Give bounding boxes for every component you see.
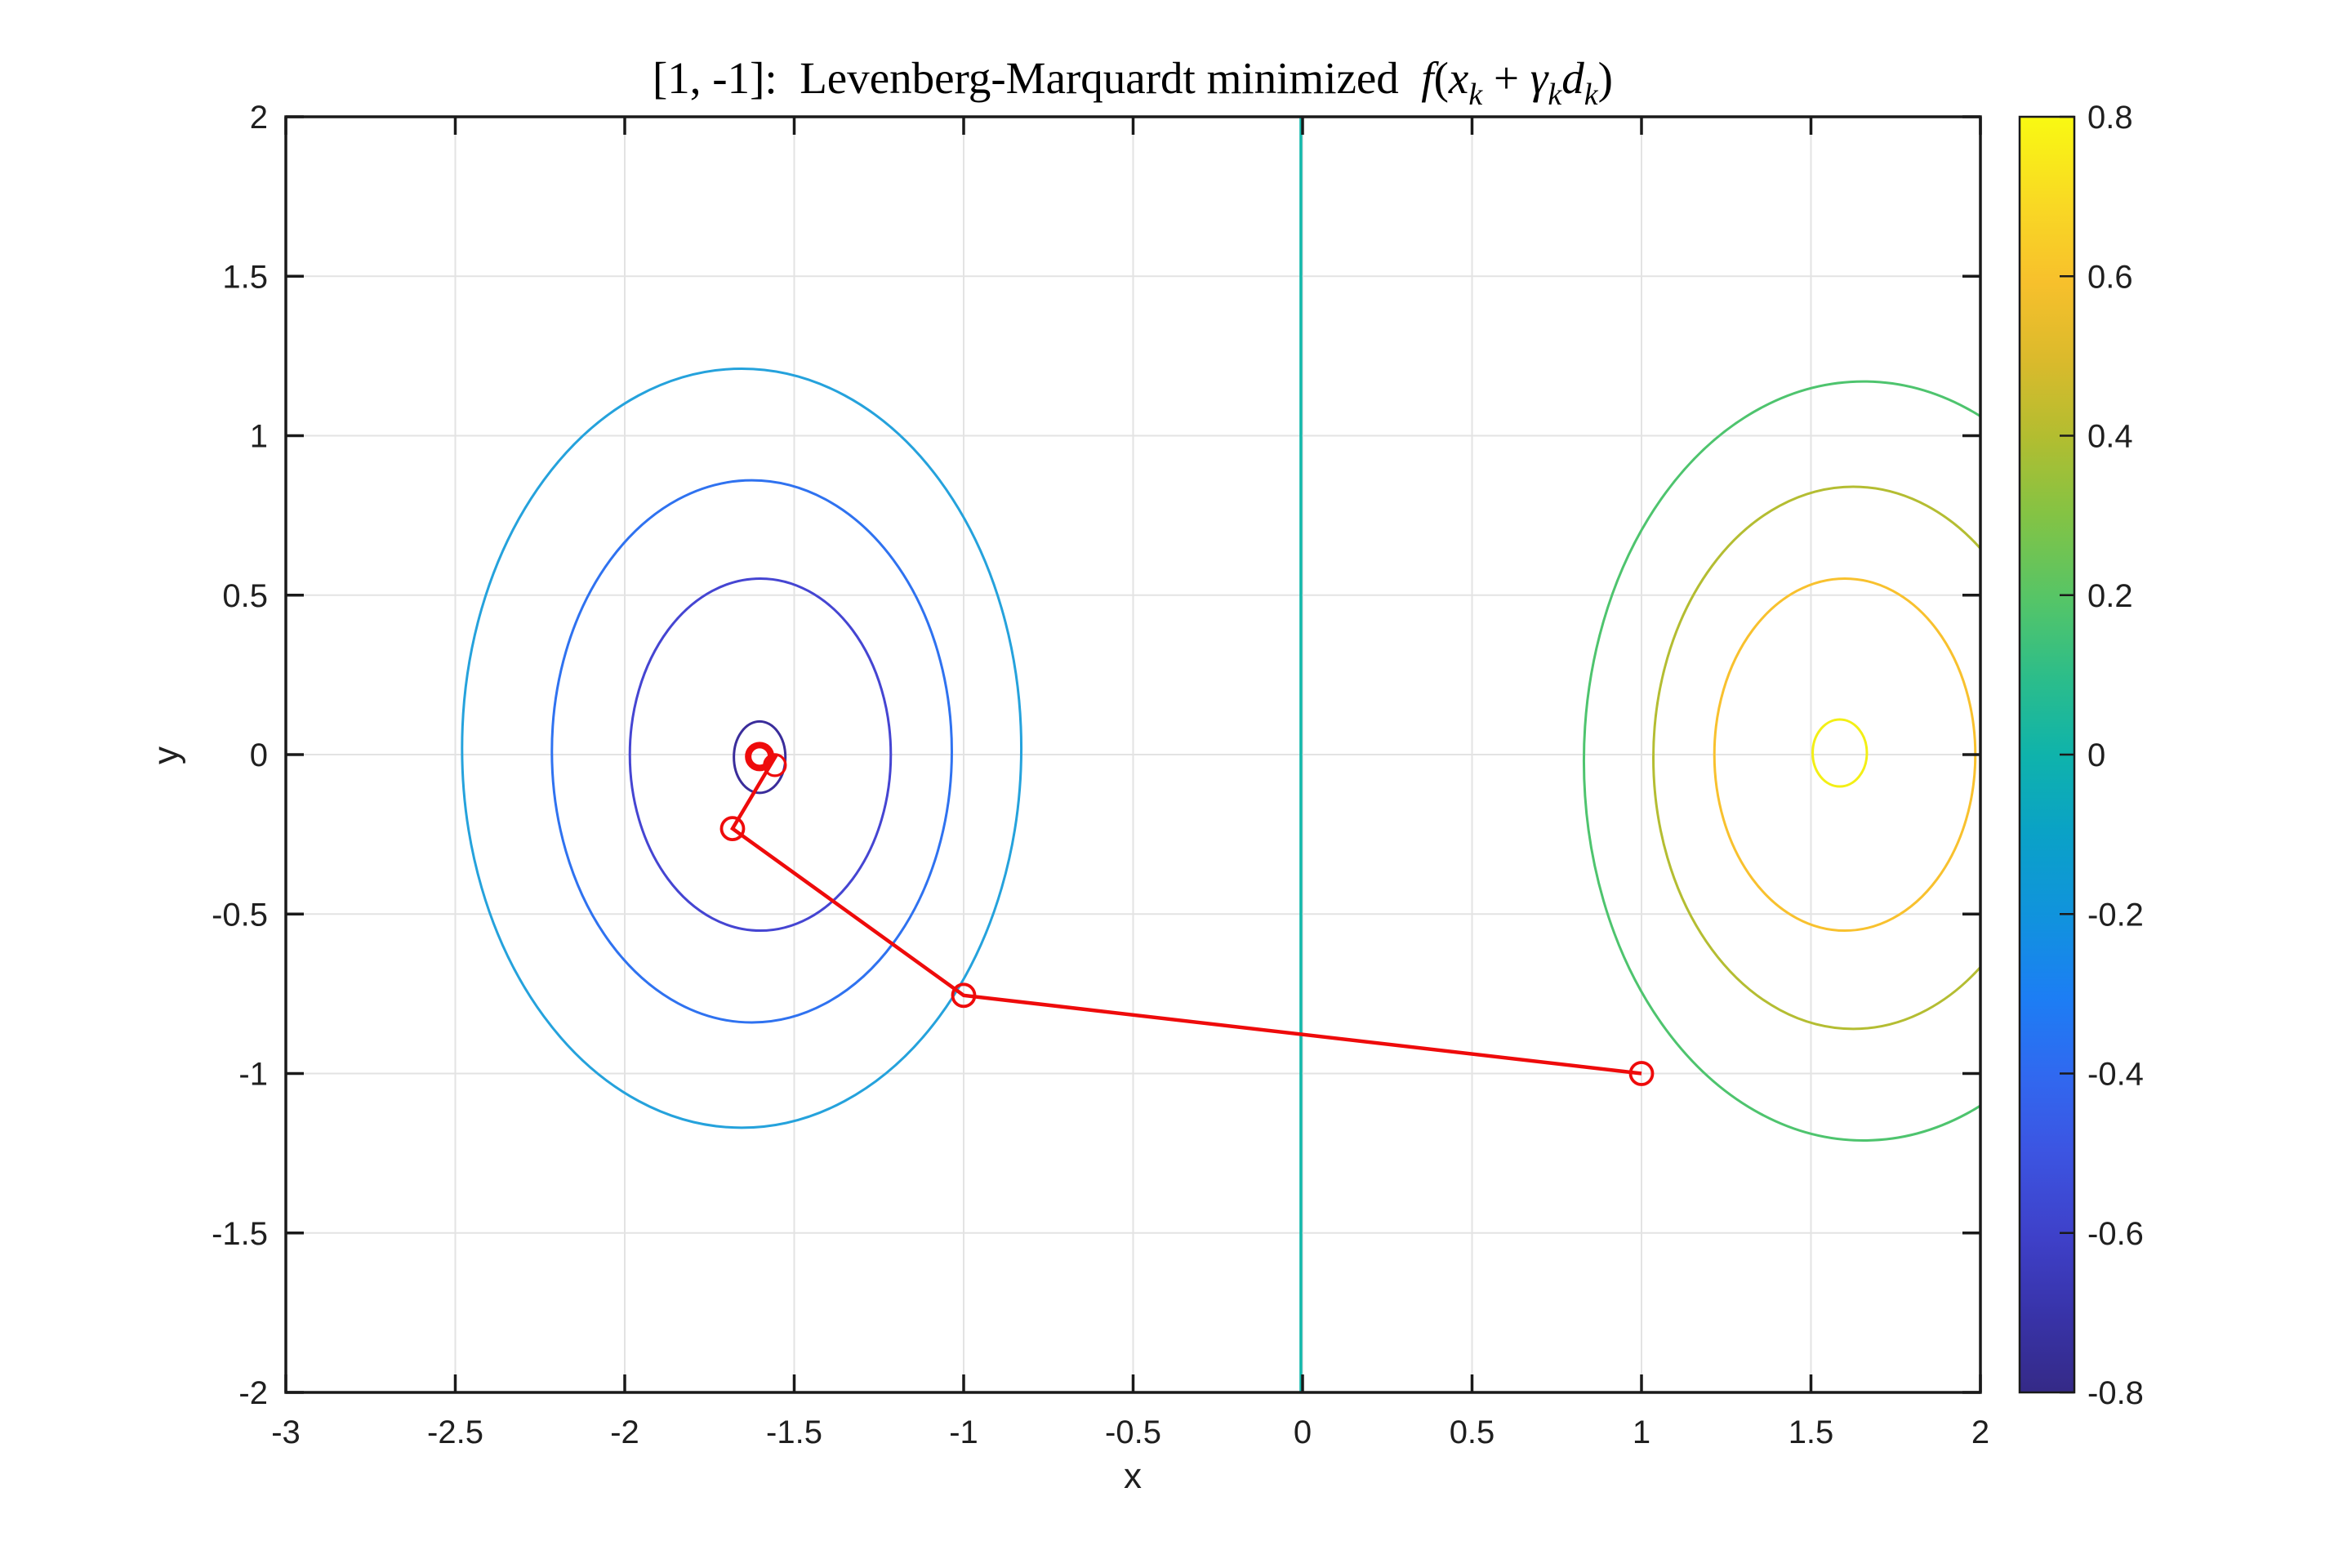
x-tick-label: -0.5 <box>1105 1414 1161 1450</box>
y-tick-label: -1.5 <box>212 1216 268 1252</box>
colorbar-tick-label: -0.8 <box>2087 1375 2144 1411</box>
contours <box>461 117 1980 1392</box>
contour-level-0.4 <box>1652 485 1980 1031</box>
contour-level--0.2 <box>461 367 1023 1129</box>
contour-level--0.6 <box>628 577 893 933</box>
title-segment: ( <box>1434 53 1449 103</box>
iterate-marker <box>1628 1061 1655 1086</box>
contour-level--0.8 <box>733 719 787 795</box>
title-segment: ) <box>1598 53 1613 103</box>
colorbar-tick-label: 0.6 <box>2087 259 2133 295</box>
colorbar-tick-label: -0.4 <box>2087 1057 2144 1093</box>
x-tick-label: -1 <box>949 1414 978 1450</box>
iterate-marker <box>763 753 787 777</box>
colorbar-tick-label: -0.2 <box>2087 897 2144 933</box>
y-axis-label: y <box>146 746 186 764</box>
y-tick-label: -1 <box>238 1057 268 1093</box>
x-tick-label: 1 <box>1633 1414 1650 1450</box>
colorbar-tick-label: 0.2 <box>2087 578 2133 614</box>
title-segment: [1, -1]: Levenberg-Marquardt minimized <box>653 53 1421 103</box>
colorbar: 0.8 0.6 0.4 0.2 0 -0.2 -0.4 -0.6 -0.8 <box>2018 100 2144 1411</box>
y-tick-label: 1.5 <box>222 259 268 295</box>
y-tick-label: -0.5 <box>212 897 268 933</box>
title-segment: + <box>1482 53 1530 103</box>
grid <box>286 117 1980 1392</box>
contour-level-0.8 <box>1811 718 1869 788</box>
tick-labels: -3 -2.5 -2 -1.5 -1 -0.5 0 0.5 1 1.5 2 2 1.5 1 0.5 0 -0.5… <box>212 100 1989 1450</box>
x-tick-label: -2 <box>610 1414 639 1450</box>
contour-level-0.2 <box>1583 380 1980 1142</box>
colorbar-tick-label: 0.8 <box>2087 100 2133 136</box>
x-tick-label: 1.5 <box>1788 1414 1834 1450</box>
title-segment: d <box>1561 53 1584 103</box>
colorbar-tick-label: 0 <box>2087 737 2105 773</box>
title-segment: x <box>1448 53 1469 103</box>
contour-level--0.4 <box>550 479 953 1024</box>
title-segment: γ <box>1530 53 1549 103</box>
title-subscript: k <box>1548 78 1562 112</box>
x-tick-label: -1.5 <box>766 1414 822 1450</box>
colorbar-tick-label: -0.6 <box>2087 1216 2144 1252</box>
x-tick-label: 0 <box>1294 1414 1312 1450</box>
optimization-path-group <box>719 742 1655 1086</box>
axes-frame <box>284 115 1982 1394</box>
title-subscript: k <box>1468 78 1483 112</box>
colorbar-tick-label: 0.4 <box>2087 419 2133 455</box>
y-tick-label: 0 <box>250 737 268 773</box>
optimization-path <box>729 754 1642 1076</box>
plot-title: [1, -1]: Levenberg-Marquardt minimized f… <box>653 53 1613 112</box>
y-tick-label: 0.5 <box>222 578 268 614</box>
title-subscript: k <box>1584 78 1599 112</box>
x-tick-label: 2 <box>1971 1414 1989 1450</box>
iterate-marker <box>719 816 746 841</box>
iterate-marker <box>951 982 977 1009</box>
y-tick-label: 2 <box>250 100 268 136</box>
x-tick-label: 0.5 <box>1450 1414 1495 1450</box>
y-tick-label: 1 <box>250 419 268 455</box>
x-tick-label: -2.5 <box>427 1414 483 1450</box>
y-tick-label: -2 <box>238 1375 268 1411</box>
x-axis-label: x <box>1124 1456 1142 1496</box>
x-tick-label: -3 <box>271 1414 301 1450</box>
